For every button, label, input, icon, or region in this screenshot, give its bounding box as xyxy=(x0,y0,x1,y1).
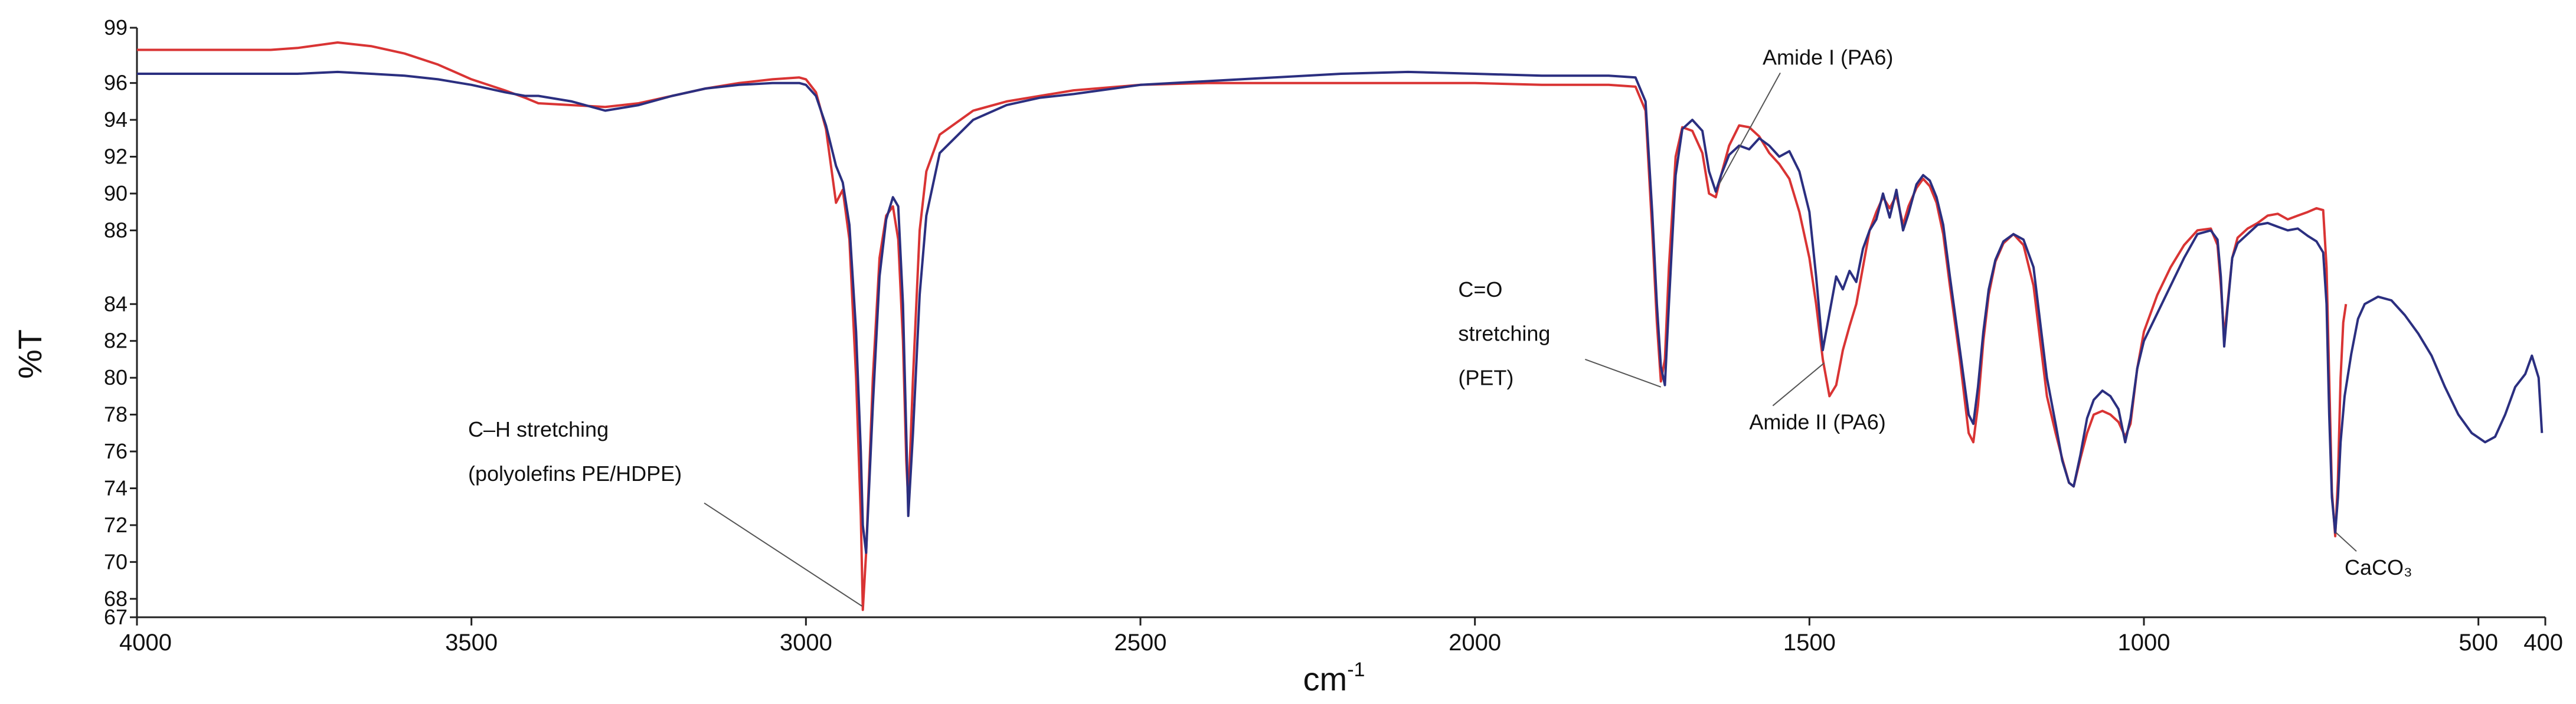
x-axis-label: cm-1 xyxy=(1303,659,1365,698)
spectrum-line-2 xyxy=(137,70,2544,554)
y-tick-label: 70 xyxy=(104,549,128,574)
y-tick-label: 72 xyxy=(104,513,128,537)
y-tick-label: 68 xyxy=(104,587,128,611)
x-tick-label: 3000 xyxy=(780,630,832,656)
y-tick-label: 80 xyxy=(104,365,128,389)
x-tick-label: 1500 xyxy=(1783,630,1836,656)
y-tick-label: 74 xyxy=(104,476,128,500)
annotation-leader-line xyxy=(1772,362,1825,407)
annotation-leader-line xyxy=(1584,358,1662,388)
annotation-leader-line xyxy=(704,502,863,607)
y-tick-label: 67 xyxy=(104,605,128,629)
x-tick-label: 1000 xyxy=(2118,630,2170,656)
annotation-label: Amide I (PA6) xyxy=(1763,45,1893,69)
x-tick-label: 400 xyxy=(2523,630,2563,656)
annotation-leader-line xyxy=(1718,72,1781,185)
y-axis-label: %T xyxy=(11,329,48,379)
y-tick-label: 92 xyxy=(104,145,128,169)
x-tick-label: 4000 xyxy=(119,630,172,656)
y-tick-label: 84 xyxy=(104,292,128,316)
y-tick-label: 88 xyxy=(104,218,128,242)
x-tick-label: 500 xyxy=(2459,630,2498,656)
annotation-label: CaCO₃ xyxy=(2345,555,2412,579)
x-tick-label: 3500 xyxy=(445,630,498,656)
annotation-label: C–H stretching xyxy=(468,417,609,441)
x-axis-label-exponent: -1 xyxy=(1347,659,1365,681)
annotation-label: Amide II (PA6) xyxy=(1749,410,1885,434)
x-axis-label-text: cm xyxy=(1303,660,1348,698)
y-tick-label: 96 xyxy=(104,71,128,95)
annotation-label: stretching xyxy=(1458,322,1550,346)
spectrum-line-1 xyxy=(137,41,2348,611)
y-tick-label: 78 xyxy=(104,402,128,427)
annotation-layer: Amide I (PA6) C=O stretching (PET) Amide II … xyxy=(468,45,2412,607)
x-tick-label: 2500 xyxy=(1114,630,1167,656)
y-tick-label: 94 xyxy=(104,107,128,132)
annotation-leader-line xyxy=(2335,532,2357,552)
y-tick-label: 90 xyxy=(104,181,128,205)
annotation-label: C=O xyxy=(1458,277,1502,302)
x-tick-label: 2000 xyxy=(1449,630,1501,656)
y-tick-label: 82 xyxy=(104,329,128,353)
annotation-label: (polyolefins PE/HDPE) xyxy=(468,461,682,486)
y-tick-label: 76 xyxy=(104,439,128,463)
y-tick-label: 99 xyxy=(104,15,128,40)
series-layer xyxy=(137,41,2544,611)
annotation-label: (PET) xyxy=(1458,366,1513,390)
